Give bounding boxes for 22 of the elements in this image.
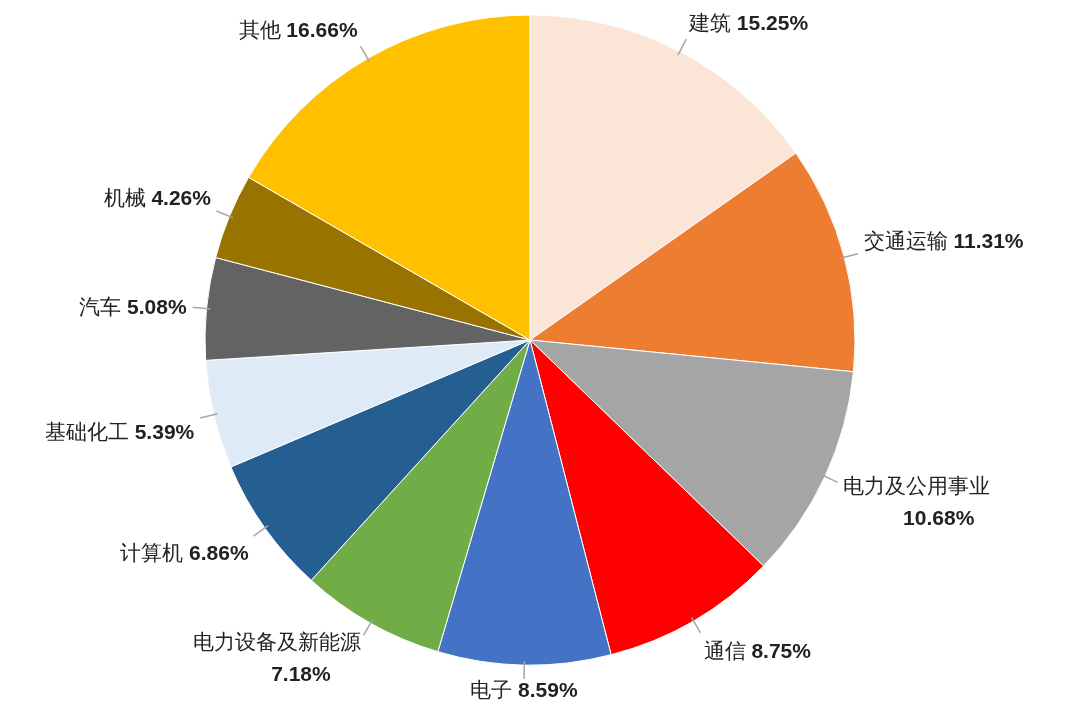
data-label: 15.25% xyxy=(736,10,809,34)
slice-label: 交通运输 xyxy=(863,229,954,253)
slice-label: 建筑 xyxy=(688,10,737,34)
slice-label: 电力设备及新能源 xyxy=(192,629,361,653)
data-label: 10.68% xyxy=(903,505,975,529)
slice-label: 电子 xyxy=(470,677,519,701)
data-label: 7.18% xyxy=(271,661,332,685)
data-label: 5.08% xyxy=(127,294,187,318)
data-label: 16.66% xyxy=(286,18,358,42)
data-label: 6.86% xyxy=(189,540,249,564)
data-label: 5.39% xyxy=(134,420,195,444)
slice-label: 电力及公用事业 xyxy=(843,473,991,497)
data-label: 8.59% xyxy=(518,677,578,701)
slice-label: 通信 xyxy=(703,639,752,663)
slice-label: 基础化工 xyxy=(44,420,135,444)
slice-label: 汽车 xyxy=(79,294,128,318)
data-label: 4.26% xyxy=(151,185,212,209)
slice-label: 计算机 xyxy=(120,540,190,564)
data-label: 11.31% xyxy=(953,229,1024,253)
slice-label: 机械 xyxy=(103,185,152,209)
data-label: 8.75% xyxy=(751,639,812,663)
slice-label: 其他 xyxy=(238,18,287,42)
